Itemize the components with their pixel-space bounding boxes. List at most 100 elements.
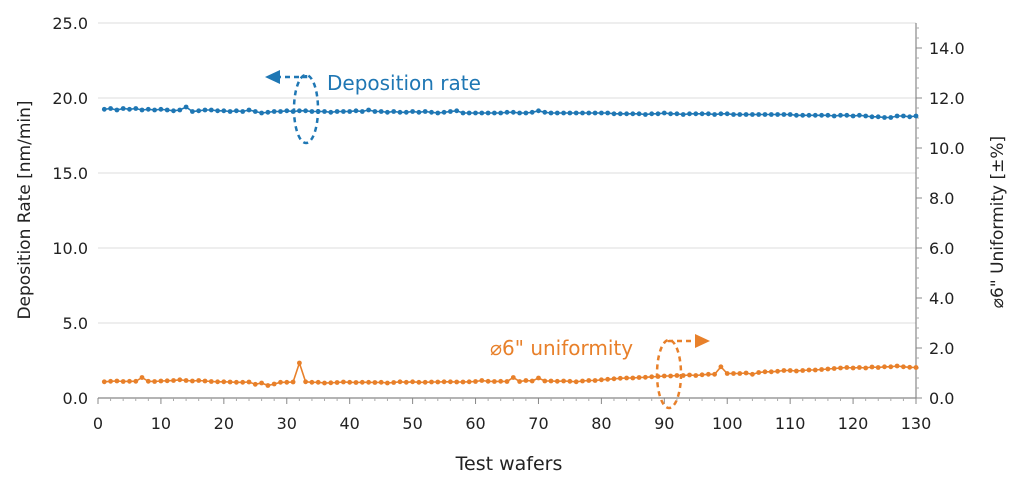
deposition-rate-point xyxy=(573,110,579,116)
uniformity-point xyxy=(907,364,913,370)
y-left-tick-label: 15.0 xyxy=(52,164,88,183)
deposition-rate-point xyxy=(731,112,736,117)
uniformity-point xyxy=(385,380,390,386)
uniformity-point xyxy=(397,379,403,385)
deposition-rate-point xyxy=(888,115,894,120)
axes xyxy=(97,23,922,404)
deposition-rate-point xyxy=(907,114,913,120)
uniformity-point xyxy=(139,375,145,380)
deposition-rate-point xyxy=(599,110,604,116)
x-tick-label: 90 xyxy=(654,414,674,433)
uniformity-point xyxy=(378,379,384,385)
y-right-tick-label: 10.0 xyxy=(929,139,965,158)
deposition-rate-point xyxy=(466,110,472,116)
gridlines xyxy=(98,22,916,324)
deposition-rate-point xyxy=(190,109,195,114)
y-left-tick-label: 25.0 xyxy=(52,14,88,33)
uniformity-point xyxy=(599,377,604,383)
deposition-rate-point xyxy=(605,110,611,116)
uniformity-point xyxy=(731,371,736,376)
deposition-rate-point xyxy=(913,113,919,119)
deposition-rate-point xyxy=(875,114,881,120)
uniformity-point xyxy=(120,379,126,384)
deposition-rate-point xyxy=(636,111,642,117)
uniformity-point xyxy=(309,379,315,385)
uniformity-point xyxy=(850,365,856,371)
deposition-arrow-head xyxy=(265,70,280,84)
uniformity-point xyxy=(341,379,346,385)
y-right-tick-label: 8.0 xyxy=(929,189,954,208)
deposition-rate-point xyxy=(661,110,667,116)
deposition-rate-point xyxy=(523,110,529,116)
uniformity-point xyxy=(290,379,296,385)
x-tick-label: 120 xyxy=(838,414,869,433)
uniformity-point xyxy=(548,378,554,384)
deposition-rate-point xyxy=(894,113,900,119)
uniformity-point xyxy=(724,371,730,376)
uniformity-point xyxy=(693,373,699,378)
deposition-rate-point xyxy=(240,109,246,114)
y-right-tick-label: 4.0 xyxy=(929,289,954,308)
uniformity-point xyxy=(145,378,151,384)
y-left-tick-label: 5.0 xyxy=(63,314,88,333)
deposition-rate-point xyxy=(403,109,409,115)
uniformity-point xyxy=(240,379,246,385)
y-right-tick-label: 2.0 xyxy=(929,339,954,358)
uniformity-point xyxy=(473,379,478,384)
x-tick-label: 50 xyxy=(402,414,422,433)
uniformity-line xyxy=(104,360,917,387)
x-tick-label: 130 xyxy=(901,414,932,433)
uniformity-point xyxy=(718,364,724,370)
deposition-rate-point xyxy=(712,112,717,117)
uniformity-point xyxy=(542,378,548,384)
deposition-rate-point xyxy=(422,109,428,114)
deposition-rate-point xyxy=(737,112,743,117)
deposition-rate-point xyxy=(246,107,252,113)
deposition-rate-point xyxy=(680,112,686,117)
y-right-tick-label: 0.0 xyxy=(929,389,954,408)
uniformity-point xyxy=(523,378,529,383)
uniformity-point xyxy=(668,373,673,379)
uniformity-annotation: ⌀6" uniformity xyxy=(490,336,633,360)
deposition-rate-point xyxy=(278,109,283,114)
uniformity-point xyxy=(794,368,799,374)
deposition-rate-point xyxy=(120,106,126,111)
series-layer xyxy=(101,104,919,388)
uniformity-point xyxy=(391,380,397,385)
uniformity-point xyxy=(649,374,655,380)
uniformity-point xyxy=(787,368,793,373)
deposition-rate-point xyxy=(410,109,415,114)
x-axis-title: Test wafers xyxy=(455,453,563,475)
uniformity-ellipse xyxy=(655,338,683,410)
deposition-rate-point xyxy=(139,107,145,113)
uniformity-point xyxy=(573,379,579,385)
deposition-rate-point xyxy=(800,112,806,118)
uniformity-point xyxy=(894,363,900,369)
y-right-axis-title: ⌀6" Uniformity [±%] xyxy=(988,136,1008,308)
uniformity-point xyxy=(819,367,824,372)
uniformity-point xyxy=(278,379,283,385)
deposition-rate-point xyxy=(460,110,466,116)
deposition-rate-point xyxy=(724,111,730,117)
deposition-rate-point xyxy=(127,106,132,112)
deposition-rate-point xyxy=(517,110,522,116)
uniformity-point xyxy=(303,379,308,385)
deposition-rate-point xyxy=(498,110,504,116)
y-right-tick-labels: 0.0 2.0 4.0 6.0 8.0 10.0 12.0 14.0 xyxy=(929,39,965,408)
deposition-rate-point xyxy=(567,110,573,116)
deposition-rate-point xyxy=(259,110,264,116)
uniformity-point xyxy=(366,379,371,385)
x-tick-label: 0 xyxy=(93,414,103,433)
uniformity-point xyxy=(712,371,717,377)
uniformity-point xyxy=(101,379,107,385)
uniformity-point xyxy=(265,383,271,388)
deposition-rate-point xyxy=(825,112,831,118)
deposition-rate-point xyxy=(819,112,824,118)
uniformity-point xyxy=(422,379,428,385)
deposition-rate-point xyxy=(643,112,648,117)
uniformity-point xyxy=(586,378,592,383)
uniformity-point xyxy=(750,371,755,377)
uniformity-point xyxy=(517,379,522,384)
uniformity-point xyxy=(127,378,132,384)
deposition-rate-point xyxy=(196,108,202,114)
